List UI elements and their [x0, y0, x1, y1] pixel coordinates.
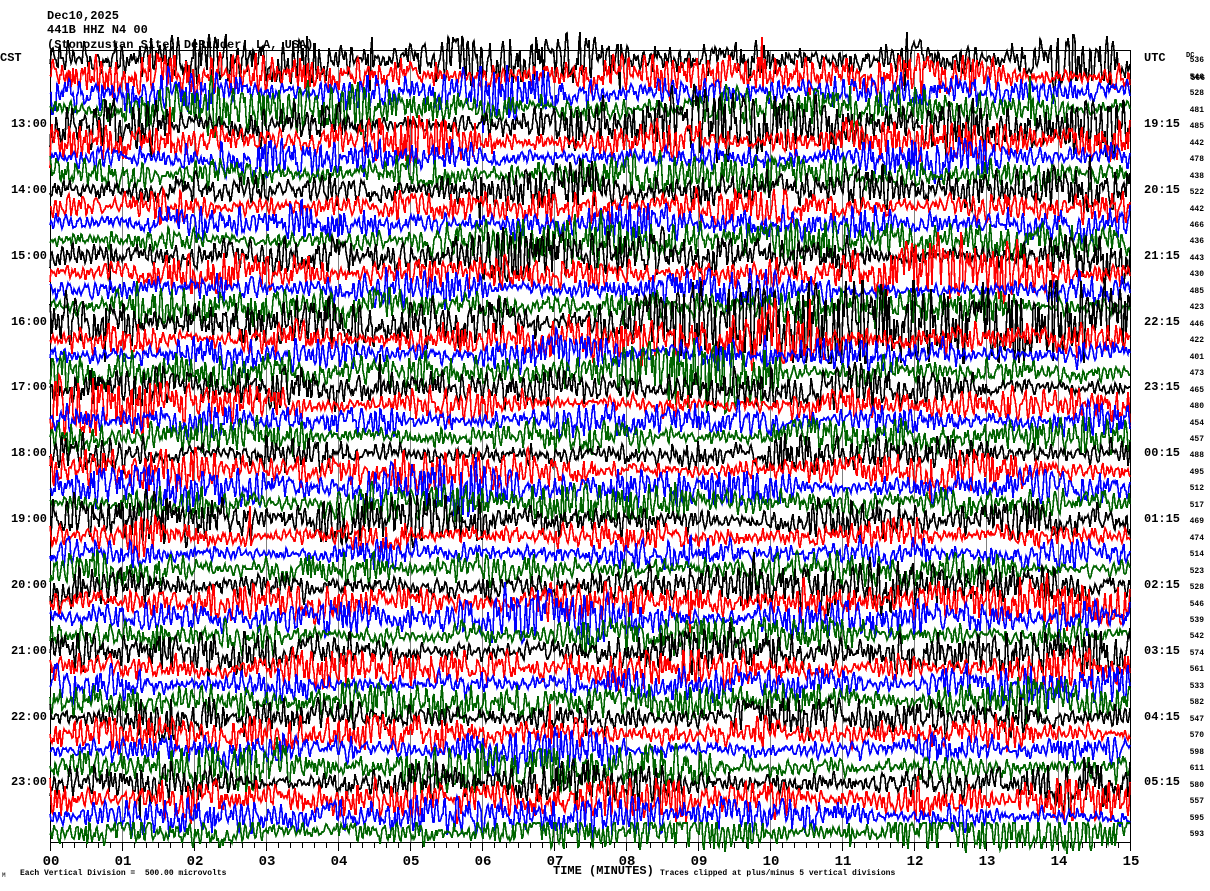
svg-text:539: 539	[1190, 616, 1205, 625]
svg-text:442: 442	[1190, 139, 1205, 148]
svg-text:22:00: 22:00	[11, 710, 47, 724]
svg-text:536: 536	[1190, 56, 1205, 65]
svg-text:473: 473	[1190, 369, 1205, 378]
svg-text:12: 12	[907, 854, 924, 870]
svg-text:02: 02	[187, 854, 204, 870]
svg-text:574: 574	[1190, 649, 1205, 658]
svg-text:474: 474	[1190, 534, 1205, 543]
svg-text:CST: CST	[0, 51, 22, 65]
svg-text:21:00: 21:00	[11, 644, 47, 658]
svg-text:547: 547	[1190, 715, 1205, 724]
svg-text:570: 570	[1190, 731, 1205, 740]
svg-text:512: 512	[1190, 484, 1205, 493]
svg-text:401: 401	[1190, 353, 1205, 362]
svg-text:423: 423	[1190, 303, 1205, 312]
svg-text:546: 546	[1190, 73, 1205, 82]
svg-text:22:15: 22:15	[1144, 315, 1180, 329]
svg-text:436: 436	[1190, 237, 1205, 246]
svg-text:09: 09	[691, 854, 708, 870]
svg-text:DC: DC	[1186, 52, 1194, 60]
svg-text:542: 542	[1190, 632, 1205, 641]
svg-text:07: 07	[547, 854, 564, 870]
svg-text:00: 00	[43, 854, 60, 870]
svg-text:23:00: 23:00	[11, 775, 47, 789]
svg-text:15: 15	[1123, 854, 1140, 870]
svg-text:611: 611	[1190, 764, 1205, 773]
svg-text:05:15: 05:15	[1144, 775, 1180, 789]
svg-text:14:00: 14:00	[11, 183, 47, 197]
svg-text:03: 03	[259, 854, 276, 870]
svg-text:06: 06	[475, 854, 492, 870]
svg-text:561: 561	[1190, 665, 1205, 674]
svg-text:514: 514	[1190, 550, 1205, 559]
svg-text:469: 469	[1190, 517, 1205, 526]
svg-text:18:00: 18:00	[11, 446, 47, 460]
svg-text:446: 446	[1190, 320, 1205, 329]
svg-text:04: 04	[331, 854, 348, 870]
svg-text:593: 593	[1190, 830, 1205, 839]
svg-text:11: 11	[835, 854, 852, 870]
svg-text:465: 465	[1190, 386, 1205, 395]
svg-text:438: 438	[1190, 172, 1205, 181]
svg-text:19:00: 19:00	[11, 512, 47, 526]
svg-text:485: 485	[1190, 287, 1205, 296]
svg-text:480: 480	[1190, 402, 1205, 411]
svg-text:Traces clipped at plus/minus 5: Traces clipped at plus/minus 5 vertical …	[660, 869, 895, 878]
svg-text:533: 533	[1190, 682, 1205, 691]
svg-text:08: 08	[619, 854, 636, 870]
svg-text:598: 598	[1190, 748, 1205, 757]
svg-text:546: 546	[1190, 600, 1205, 609]
svg-text:19:15: 19:15	[1144, 117, 1180, 131]
svg-text:442: 442	[1190, 205, 1205, 214]
svg-text:488: 488	[1190, 451, 1205, 460]
svg-text:441B HHZ N4 00: 441B HHZ N4 00	[47, 23, 148, 37]
svg-text:454: 454	[1190, 419, 1205, 428]
svg-text:23:15: 23:15	[1144, 380, 1180, 394]
svg-text:21:15: 21:15	[1144, 249, 1180, 263]
svg-text:17:00: 17:00	[11, 380, 47, 394]
svg-text:13:00: 13:00	[11, 117, 47, 131]
svg-text:16:00: 16:00	[11, 315, 47, 329]
svg-text:522: 522	[1190, 188, 1205, 197]
svg-text:582: 582	[1190, 698, 1205, 707]
svg-text:10: 10	[763, 854, 780, 870]
svg-text:UTC: UTC	[1144, 51, 1166, 65]
svg-text:Each Vertical Division = 500.: Each Vertical Division = 500.00 microvol…	[20, 869, 227, 878]
svg-text:20:00: 20:00	[11, 578, 47, 592]
svg-text:481: 481	[1190, 106, 1205, 115]
svg-text:14: 14	[1051, 854, 1068, 870]
svg-text:523: 523	[1190, 567, 1205, 576]
svg-text:04:15: 04:15	[1144, 710, 1180, 724]
svg-text:528: 528	[1190, 583, 1205, 592]
svg-text:M: M	[2, 872, 6, 879]
svg-text:443: 443	[1190, 254, 1205, 263]
svg-text:05: 05	[403, 854, 420, 870]
svg-text:466: 466	[1190, 221, 1205, 230]
svg-text:15:00: 15:00	[11, 249, 47, 263]
svg-text:595: 595	[1190, 814, 1205, 823]
svg-text:TIME (MINUTES): TIME (MINUTES)	[553, 864, 654, 878]
svg-text:495: 495	[1190, 468, 1205, 477]
svg-text:557: 557	[1190, 797, 1205, 806]
svg-text:430: 430	[1190, 270, 1205, 279]
svg-text:566: 566	[1191, 74, 1206, 83]
svg-text:478: 478	[1190, 155, 1205, 164]
svg-text:20:15: 20:15	[1144, 183, 1180, 197]
svg-text:13: 13	[979, 854, 996, 870]
svg-text:485: 485	[1190, 122, 1205, 131]
svg-text:01:15: 01:15	[1144, 512, 1180, 526]
svg-text:01: 01	[115, 854, 132, 870]
svg-text:517: 517	[1190, 501, 1205, 510]
svg-text:Dec10,2025: Dec10,2025	[47, 9, 119, 23]
svg-text:580: 580	[1190, 781, 1205, 790]
svg-text:(Stonozustan Site, DeRidder, L: (Stonozustan Site, DeRidder, LA, USA)	[47, 38, 313, 52]
svg-text:03:15: 03:15	[1144, 644, 1180, 658]
svg-text:422: 422	[1190, 336, 1205, 345]
svg-text:02:15: 02:15	[1144, 578, 1180, 592]
svg-text:00:15: 00:15	[1144, 446, 1180, 460]
svg-text:528: 528	[1190, 89, 1205, 98]
svg-text:457: 457	[1190, 435, 1205, 444]
